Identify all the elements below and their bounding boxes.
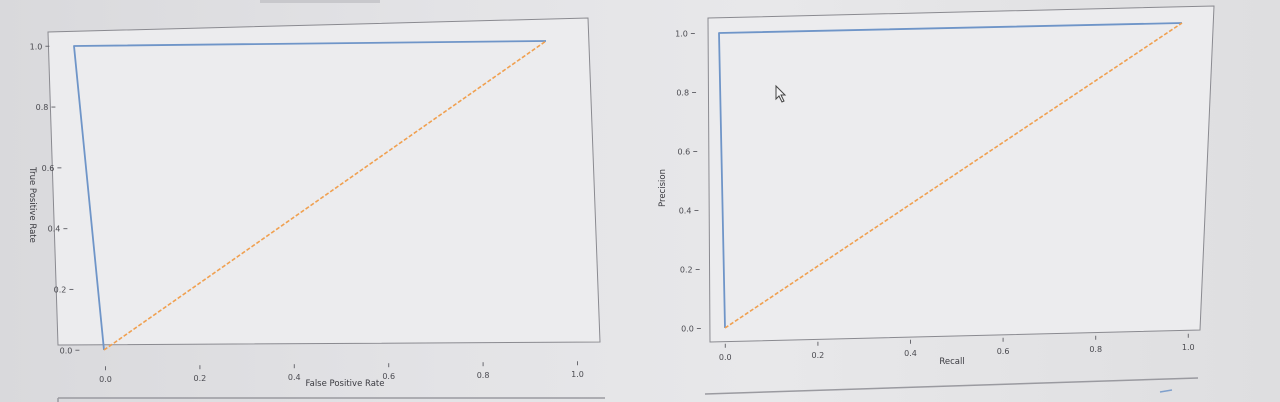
y-tick-label: 0.6 (678, 148, 691, 157)
y-tick-label: 0.4 (48, 225, 61, 234)
clipped-title-remnant (260, 0, 380, 3)
roc-chart: 0.0 0.2 0.4 0.6 0.8 1.0 0.0 0.2 0.4 0.6 0.8 1.0 Fal… (27, 17, 601, 389)
y-tick-label: 1.0 (675, 30, 688, 39)
plot-frame (707, 5, 1215, 343)
y-tick-label: 0.8 (676, 89, 689, 98)
y-tick-label: 0.4 (679, 207, 692, 216)
curve-line (718, 22, 1183, 329)
y-tick-label: 1.0 (30, 42, 43, 51)
curve-line (73, 40, 547, 351)
x-axis-label: False Positive Rate (306, 379, 385, 389)
plot-frame (47, 17, 601, 346)
x-tick-label: 0.0 (719, 353, 732, 362)
x-tick-label: 0.4 (288, 373, 301, 382)
x-tick-label: 0.8 (1089, 345, 1102, 354)
x-tick-label: 0.2 (812, 351, 825, 360)
x-tick-label: 1.0 (571, 370, 584, 379)
y-tick-label: 0.2 (54, 285, 67, 294)
x-axis-label: Recall (939, 357, 964, 367)
baseline-line (724, 22, 1183, 329)
y-tick-label: 0.6 (42, 164, 55, 173)
y-axis-label: Precision (658, 169, 668, 207)
x-tick-label: 0.2 (194, 374, 207, 383)
y-axis-label: True Positive Rate (27, 166, 37, 243)
y-tick-label: 0.0 (681, 325, 694, 334)
x-tick-label: 0.4 (904, 349, 917, 358)
mouse-pointer-icon (775, 84, 787, 103)
y-tick-label: 0.8 (36, 103, 49, 112)
y-tick-label: 0.0 (60, 346, 73, 355)
x-tick-label: 0.8 (477, 371, 490, 380)
x-tick-label: 0.6 (997, 347, 1010, 356)
y-tick-label: 0.2 (680, 266, 693, 275)
next-chart-frame-right (704, 377, 1199, 395)
precision-recall-chart: 0.0 0.2 0.4 0.6 0.8 1.0 0.0 0.2 0.4 0.6 0.8 1.0 Rec… (658, 5, 1215, 367)
x-tick-label: 0.0 (99, 375, 112, 384)
x-tick-label: 0.6 (382, 372, 395, 381)
x-tick-label: 1.0 (1182, 343, 1195, 352)
